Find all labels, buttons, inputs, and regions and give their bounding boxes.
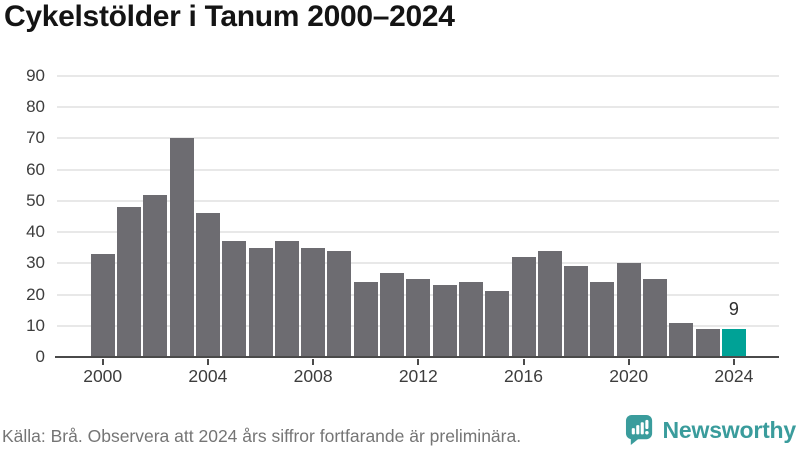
bar-2016 — [511, 257, 536, 357]
x-axis-label-2008: 2008 — [293, 366, 333, 386]
bar-2001 — [117, 207, 141, 357]
bar-2020 — [616, 263, 641, 357]
gridline-70 — [57, 137, 779, 140]
y-axis-label-80: 80 — [26, 97, 45, 117]
gridline-30 — [57, 262, 779, 265]
bar-2013 — [432, 285, 457, 357]
bar-2008 — [301, 247, 326, 357]
bar-2023 — [695, 328, 720, 357]
bar-2007 — [274, 241, 299, 357]
x-axis-label-2024: 2024 — [714, 366, 754, 386]
bar-value-label-2024: 9 — [728, 298, 739, 319]
x-tick-2000 — [101, 358, 104, 365]
bar-2014 — [458, 282, 483, 357]
gridline-60 — [57, 168, 779, 171]
x-axis-label-2012: 2012 — [398, 366, 438, 386]
chart-title: Cykelstölder i Tanum 2000–2024 — [4, 0, 455, 33]
gridline-90 — [57, 75, 779, 77]
bar-2004 — [195, 213, 220, 357]
newsworthy-logo[interactable]: Newsworthy — [625, 414, 796, 446]
y-axis-label-20: 20 — [26, 284, 45, 304]
bar-2009 — [327, 250, 352, 357]
gridline-50 — [57, 199, 779, 202]
bar-chart-speech-bubble-icon — [625, 414, 652, 446]
y-axis-label-30: 30 — [26, 253, 45, 273]
bar-2010 — [353, 282, 378, 357]
x-axis-label-2000: 2000 — [83, 366, 123, 386]
y-axis-label-60: 60 — [26, 159, 45, 179]
y-axis-label-10: 10 — [26, 315, 45, 335]
bar-2002 — [143, 194, 168, 357]
bar-2006 — [248, 247, 273, 357]
bar-2005 — [222, 241, 247, 357]
bar-2012 — [406, 278, 431, 357]
y-axis-label-0: 0 — [35, 347, 45, 366]
gridline-40 — [57, 231, 779, 234]
bar-2003 — [169, 138, 194, 357]
x-tick-2016 — [522, 358, 525, 365]
gridline-80 — [57, 106, 779, 109]
bar-2000 — [90, 253, 115, 357]
y-axis-label-90: 90 — [26, 66, 45, 85]
source-note: Källa: Brå. Observera att 2024 års siffr… — [2, 426, 522, 446]
bar-2024 — [721, 328, 746, 357]
x-tick-2008 — [312, 358, 315, 365]
newsworthy-logo-text: Newsworthy — [662, 416, 797, 443]
bar-2019 — [590, 282, 615, 357]
x-axis-label-2020: 2020 — [609, 366, 649, 386]
bar-2011 — [380, 272, 404, 357]
y-axis-label-50: 50 — [26, 190, 45, 210]
x-tick-2012 — [417, 358, 420, 365]
x-tick-2020 — [627, 358, 630, 365]
y-axis-label-40: 40 — [26, 222, 45, 242]
bar-2021 — [643, 278, 667, 357]
x-tick-2004 — [206, 358, 209, 365]
x-axis-line — [55, 355, 779, 358]
bar-2022 — [669, 322, 694, 357]
bar-2018 — [564, 266, 589, 357]
bar-2017 — [537, 250, 562, 357]
x-axis-label-2004: 2004 — [188, 366, 228, 386]
x-axis-label-2016: 2016 — [504, 366, 543, 386]
y-axis-label-70: 70 — [26, 128, 45, 148]
bar-2015 — [485, 291, 510, 357]
x-tick-2024 — [732, 358, 735, 365]
